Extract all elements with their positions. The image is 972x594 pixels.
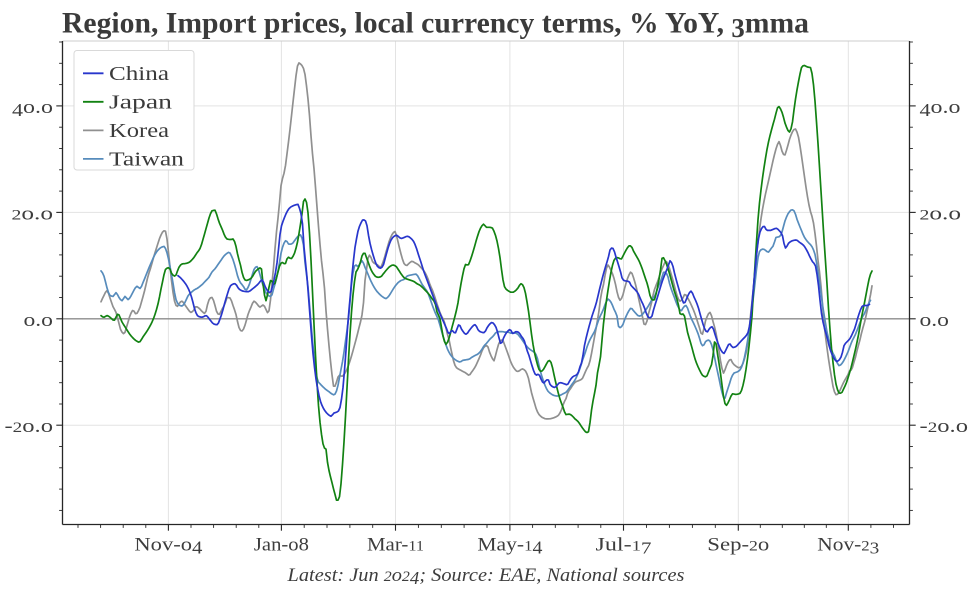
svg-text:Jul-17: Ju l- 1 7	[596, 535, 652, 558]
svg-text:-2o.o: -2 o .o	[5, 416, 54, 437]
svg-text:Japan: Japan	[109, 92, 172, 113]
svg-text:Nov-o4: Nov-o 4	[134, 535, 202, 558]
svg-text:-2o.o: -2 o .o	[920, 416, 969, 437]
svg-text:Sep-2o: Sep-2o	[707, 535, 769, 556]
svg-text:o.o: o .o	[24, 310, 53, 331]
svg-text:Region, Import prices, local c: Region, Import prices, local currency te…	[62, 7, 809, 43]
svg-text:4o.o: 4 o .o	[920, 97, 961, 120]
svg-text:2o.o: 2 o .o	[920, 203, 962, 224]
svg-text:Latest: Jun 2o24; Source: EAE,: Latest: Jun 2o24; Source: EAE, National …	[286, 565, 684, 588]
svg-text:Nov-23: Nov-23	[817, 535, 879, 558]
svg-text:Taiwan: Taiwan	[109, 150, 184, 171]
svg-text:Jan-o8: Jan-o8	[254, 535, 309, 556]
svg-text:May-14: May-14	[477, 535, 542, 558]
svg-text:o.o: o .o	[920, 310, 950, 331]
svg-text:Korea: Korea	[109, 121, 169, 142]
svg-text:Mar-11: Mar-11	[367, 535, 424, 556]
svg-text:China: China	[109, 64, 169, 85]
svg-text:4o.o: 4 o .o	[12, 97, 53, 120]
svg-text:2o.o: 2 o .o	[12, 203, 54, 224]
